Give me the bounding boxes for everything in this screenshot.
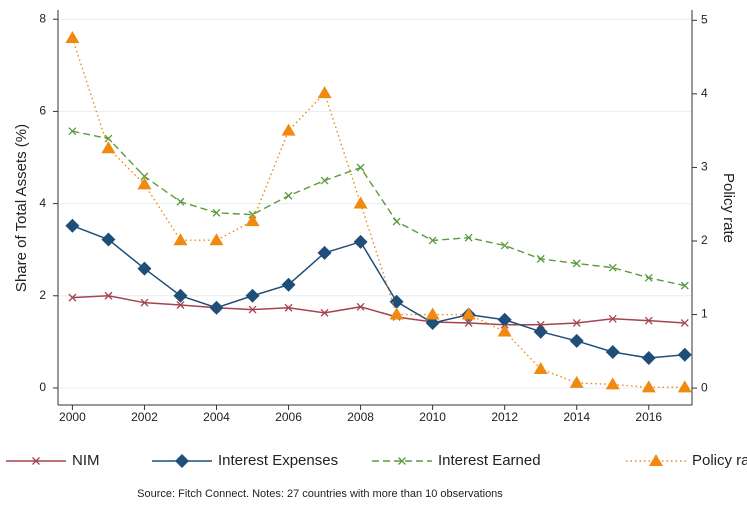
marker [173, 288, 188, 303]
y-tick-label: 0 [39, 380, 46, 394]
marker [536, 254, 545, 263]
y-tick-label: 4 [39, 196, 46, 210]
y2-tick-label: 2 [701, 233, 708, 247]
marker [680, 318, 689, 327]
marker [572, 318, 581, 327]
series-line [72, 295, 685, 326]
marker [608, 314, 617, 323]
marker [353, 234, 368, 249]
marker [68, 293, 77, 302]
legend-marker [32, 457, 40, 465]
marker [101, 141, 116, 154]
marker [176, 197, 185, 206]
marker [605, 377, 620, 390]
marker [389, 294, 404, 309]
marker [317, 245, 332, 260]
marker [137, 261, 152, 276]
x-tick-label: 2004 [203, 410, 230, 424]
marker [245, 214, 260, 227]
marker [281, 277, 296, 292]
marker [461, 307, 476, 320]
marker [605, 344, 620, 359]
marker [569, 375, 584, 388]
legend-label: Interest Expenses [218, 452, 338, 469]
marker [608, 263, 617, 272]
marker [500, 241, 509, 250]
marker [677, 347, 692, 362]
x-tick-label: 2000 [59, 410, 86, 424]
marker [173, 233, 188, 246]
marker [65, 30, 80, 43]
legend-label: Policy rate [692, 452, 747, 469]
x-tick-label: 2010 [419, 410, 446, 424]
series-line [72, 130, 685, 287]
x-tick-label: 2002 [131, 410, 158, 424]
x-tick-label: 2014 [563, 410, 590, 424]
marker [464, 233, 473, 242]
marker [644, 316, 653, 325]
legend-marker [398, 457, 406, 465]
legend-label: Interest Earned [438, 452, 541, 469]
marker [281, 123, 296, 136]
marker [245, 288, 260, 303]
marker [644, 273, 653, 282]
marker [137, 177, 152, 190]
marker [101, 232, 116, 247]
marker [353, 196, 368, 209]
marker [356, 302, 365, 311]
marker [209, 300, 224, 315]
marker [284, 303, 293, 312]
marker [320, 308, 329, 317]
marker [212, 208, 221, 217]
marker [572, 259, 581, 268]
legend-marker [649, 454, 663, 466]
series-line [72, 225, 685, 359]
marker [428, 236, 437, 245]
marker [176, 301, 185, 309]
y2-tick-label: 5 [701, 12, 708, 26]
marker [392, 217, 401, 226]
x-tick-label: 2008 [347, 410, 374, 424]
marker [425, 307, 440, 320]
marker [464, 318, 473, 327]
marker [641, 380, 656, 393]
marker [533, 324, 548, 339]
marker [140, 172, 149, 181]
y-axis-label: Share of Total Assets (%) [13, 124, 30, 292]
marker [140, 298, 149, 307]
marker [284, 191, 293, 200]
marker [569, 333, 584, 348]
y-tick-label: 8 [39, 11, 46, 25]
x-tick-label: 2016 [635, 410, 662, 424]
marker [209, 233, 224, 246]
marker [680, 281, 689, 290]
y2-axis-label: Policy rate [720, 173, 737, 243]
marker [389, 307, 404, 320]
marker [104, 291, 113, 300]
series-line [71, 37, 685, 389]
marker [533, 361, 548, 374]
source-note: Source: Fitch Connect. Notes: 27 countri… [137, 488, 503, 500]
marker [65, 218, 80, 233]
y2-tick-label: 1 [701, 307, 708, 321]
y-tick-label: 2 [39, 288, 46, 302]
y-tick-label: 6 [39, 104, 46, 118]
legend-marker [175, 454, 189, 468]
x-tick-label: 2012 [491, 410, 518, 424]
marker [677, 380, 692, 393]
y2-tick-label: 0 [701, 380, 708, 394]
x-tick-label: 2006 [275, 410, 302, 424]
marker [497, 312, 512, 327]
marker [641, 350, 656, 365]
marker [248, 305, 257, 314]
legend-label: NIM [72, 452, 100, 469]
marker [356, 163, 365, 172]
marker [320, 176, 329, 185]
marker [497, 324, 512, 337]
marker [317, 86, 332, 99]
y2-tick-label: 3 [701, 160, 708, 174]
y2-tick-label: 4 [701, 86, 708, 100]
marker [68, 127, 77, 136]
